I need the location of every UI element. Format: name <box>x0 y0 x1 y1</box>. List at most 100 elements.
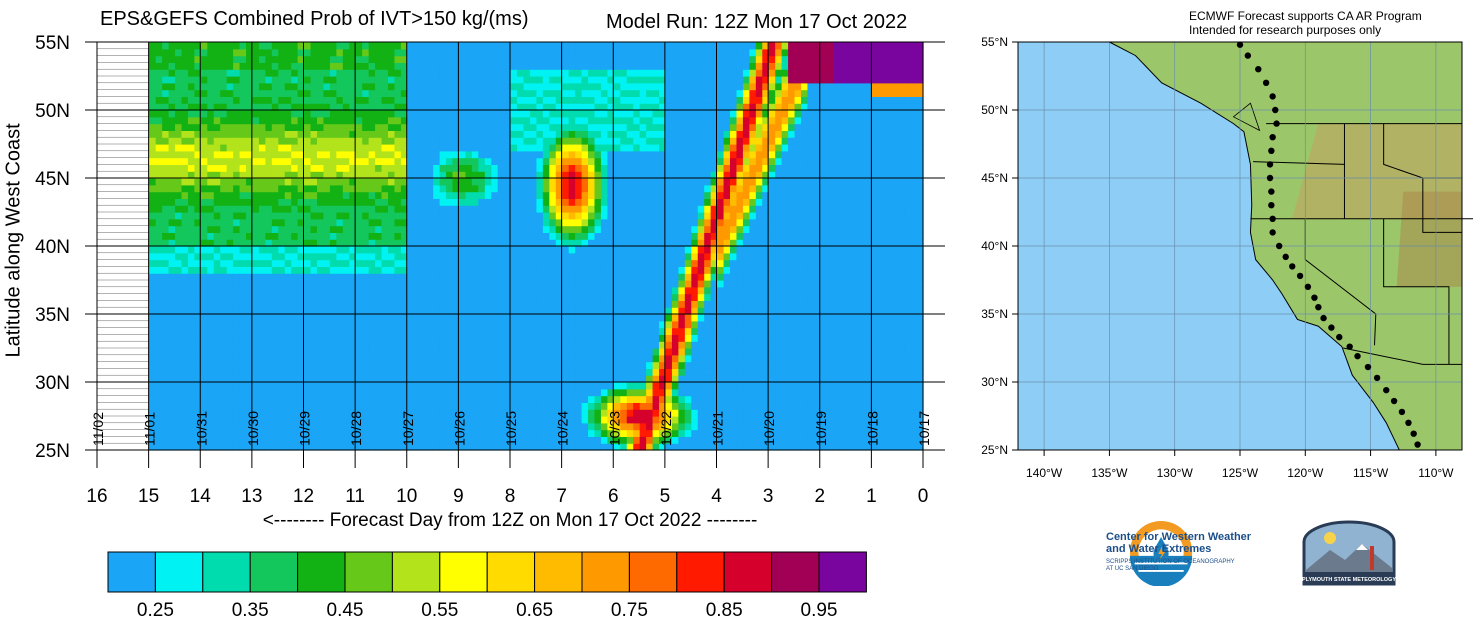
heatmap-cell <box>722 225 730 233</box>
heatmap-cell <box>819 110 827 118</box>
heatmap-cell <box>400 171 408 179</box>
heatmap-cell <box>690 436 698 444</box>
heatmap-cell <box>735 436 743 444</box>
heatmap-cell <box>490 246 498 254</box>
heatmap-cell <box>839 116 847 125</box>
heatmap-cell <box>574 375 582 383</box>
heatmap-cell <box>871 429 879 437</box>
heatmap-cell <box>432 48 440 57</box>
heatmap-cell <box>839 422 847 431</box>
heatmap-cell <box>439 246 447 254</box>
heatmap-cell <box>632 327 640 335</box>
heatmap-cell <box>748 246 756 254</box>
heatmap-cell <box>587 116 595 125</box>
heatmap-cell <box>884 443 892 451</box>
heatmap-cell <box>522 55 530 63</box>
heatmap-cell <box>748 150 756 159</box>
heatmap-cell <box>806 164 814 172</box>
heatmap-cell <box>839 218 847 227</box>
heatmap-cell <box>503 110 511 118</box>
heatmap-cell <box>858 123 866 131</box>
heatmap-cell <box>897 212 905 220</box>
heatmap-cell <box>639 395 647 403</box>
heatmap-cell <box>619 69 627 77</box>
heatmap-cell <box>903 42 911 50</box>
heatmap-cell <box>793 225 801 233</box>
heatmap-cell <box>503 416 511 424</box>
heatmap-cell <box>793 42 801 50</box>
heatmap-cell <box>471 137 479 145</box>
heatmap-cell <box>742 307 750 315</box>
heatmap-cell <box>793 361 801 369</box>
heatmap-cell <box>852 239 860 247</box>
heatmap-cell <box>522 402 530 410</box>
heatmap-cell <box>806 89 814 97</box>
heatmap-cell <box>439 266 447 274</box>
heatmap-cell <box>484 375 492 383</box>
heatmap-cell <box>458 184 466 193</box>
heatmap-cell <box>690 225 698 233</box>
heatmap-cell <box>587 327 595 335</box>
heatmap-cell <box>658 300 666 308</box>
heatmap-cell <box>839 314 847 322</box>
heatmap-cell <box>600 436 608 444</box>
heatmap-cell <box>613 103 621 111</box>
heatmap-cell <box>600 212 608 220</box>
heatmap-cell <box>664 48 672 57</box>
heatmap-cell <box>755 144 763 152</box>
heatmap-cell <box>781 232 789 240</box>
heatmap-cell <box>639 184 647 193</box>
heatmap-cell <box>497 273 505 281</box>
heatmap-cell <box>490 69 498 77</box>
heatmap-cell <box>535 422 543 431</box>
heatmap-cell <box>910 422 918 431</box>
heatmap-cell <box>800 252 808 261</box>
heatmap-cell <box>897 252 905 261</box>
heatmap-cell <box>806 246 814 254</box>
heatmap-cell <box>916 341 924 349</box>
heatmap-cell <box>871 171 879 179</box>
heatmap-cell <box>464 314 472 322</box>
heatmap-cell <box>864 178 872 186</box>
heatmap-cell <box>406 55 414 63</box>
heatmap-cell <box>787 409 795 417</box>
heatmap-cell <box>819 436 827 444</box>
heatmap-cell <box>619 137 627 145</box>
heatmap-cell <box>593 429 601 437</box>
heatmap-cell <box>890 212 898 220</box>
heatmap-cell <box>632 82 640 91</box>
heatmap-cell <box>490 361 498 369</box>
heatmap-cell <box>761 368 769 376</box>
heatmap-cell <box>542 382 550 390</box>
heatmap-cell <box>761 402 769 410</box>
heatmap-cell <box>761 150 769 159</box>
heatmap-cell <box>510 218 518 227</box>
heatmap-cell <box>852 416 860 424</box>
heatmap-cell <box>419 436 427 444</box>
chart-title: EPS&GEFS Combined Prob of IVT>150 kg/(ms… <box>100 8 529 30</box>
heatmap-cell <box>781 116 789 125</box>
heatmap-cell <box>858 361 866 369</box>
heatmap-cell <box>890 388 898 397</box>
heatmap-cell <box>445 42 453 50</box>
heatmap-cell <box>845 48 853 57</box>
heatmap-cell <box>839 286 847 295</box>
heatmap-cell <box>632 191 640 199</box>
heatmap-cell <box>593 368 601 376</box>
heatmap-cell <box>406 198 414 206</box>
heatmap-cell <box>845 307 853 315</box>
heatmap-cell <box>819 388 827 397</box>
heatmap-cell <box>735 395 743 403</box>
heatmap-cell <box>451 320 459 329</box>
heatmap-cell <box>600 239 608 247</box>
heatmap-cell <box>910 123 918 131</box>
heatmap-cell <box>826 436 834 444</box>
heatmap-cell <box>400 225 408 233</box>
heatmap-cell <box>864 137 872 145</box>
heatmap-cell <box>645 144 653 152</box>
heatmap-cell <box>768 96 776 104</box>
heatmap-cell <box>451 48 459 57</box>
heatmap-cell <box>864 429 872 437</box>
heatmap-cell <box>490 171 498 179</box>
heatmap-cell <box>587 144 595 152</box>
